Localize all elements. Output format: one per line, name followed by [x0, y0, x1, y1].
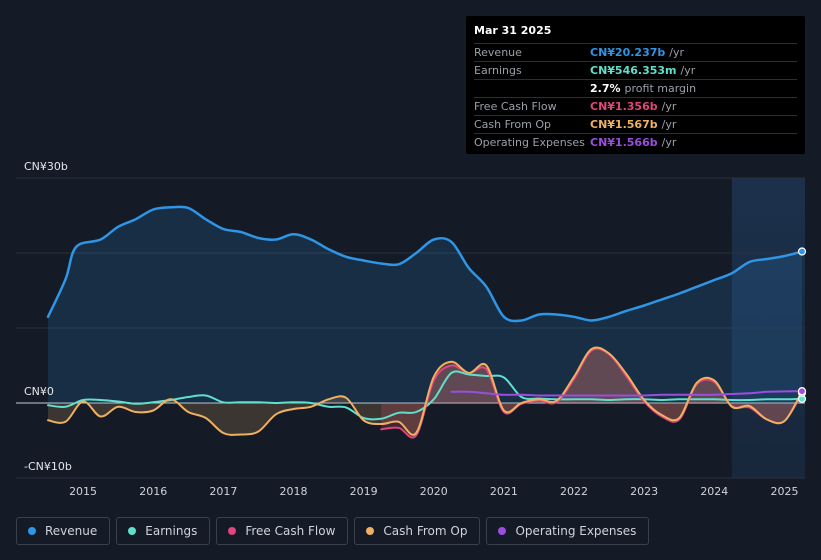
- tooltip-unit: /yr: [680, 64, 696, 77]
- tooltip-unit: /yr: [661, 136, 677, 149]
- tooltip-label: Free Cash Flow: [474, 100, 557, 113]
- x-tick-label: 2021: [490, 485, 518, 498]
- tooltip-value: CN¥1.356b: [590, 100, 658, 113]
- legend-label: Earnings: [145, 524, 198, 538]
- x-tick-label: 2024: [700, 485, 728, 498]
- x-tick-label: 2015: [69, 485, 97, 498]
- tooltip-value: CN¥1.567b: [590, 118, 658, 131]
- profit-margin-value: 2.7%: [590, 82, 621, 95]
- legend-label: Free Cash Flow: [245, 524, 336, 538]
- revenue-line: [46, 205, 804, 323]
- tooltip-row-cash-from-op: Cash From Op CN¥1.567b /yr: [474, 115, 797, 133]
- tooltip-value: CN¥546.353m: [590, 64, 677, 77]
- cash-from-op-area: [48, 347, 802, 435]
- x-tick-label: 2017: [209, 485, 237, 498]
- x-tick-label: 2020: [420, 485, 448, 498]
- x-tick-label: 2018: [279, 485, 307, 498]
- y-tick-label: CN¥30b: [24, 160, 68, 173]
- y-tick-label: CN¥0: [24, 385, 54, 398]
- tooltip-label: Earnings: [474, 64, 522, 77]
- legend-item-revenue[interactable]: Revenue: [16, 517, 111, 545]
- tooltip-unit: /yr: [669, 46, 685, 59]
- x-tick-label: 2025: [770, 485, 798, 498]
- tooltip-row-free-cash-flow: Free Cash Flow CN¥1.356b /yr: [474, 97, 797, 115]
- profit-margin-label: profit margin: [624, 82, 697, 95]
- x-tick-label: 2016: [139, 485, 167, 498]
- legend-dot-icon: [498, 527, 507, 535]
- chart-legend: Revenue Earnings Free Cash Flow Cash Fro…: [16, 517, 650, 545]
- legend-label: Revenue: [45, 524, 98, 538]
- legend-label: Operating Expenses: [515, 524, 637, 538]
- operating-expenses-line: [450, 390, 803, 397]
- x-tick-label: 2022: [560, 485, 588, 498]
- legend-item-operating-expenses[interactable]: Operating Expenses: [486, 517, 650, 545]
- tooltip-label: Cash From Op: [474, 118, 552, 131]
- revenue-point: [797, 247, 807, 256]
- tooltip-unit: /yr: [661, 100, 677, 113]
- tooltip-value: CN¥20.237b: [590, 46, 666, 59]
- legend-dot-icon: [128, 527, 137, 535]
- tooltip-row-profit-margin: 2.7% profit margin: [474, 79, 797, 97]
- tooltip-panel: Mar 31 2025 Revenue CN¥20.237b /yr Earni…: [466, 16, 805, 154]
- tooltip-unit: /yr: [661, 118, 677, 131]
- tooltip-label: Revenue: [474, 46, 522, 59]
- tooltip-row-revenue: Revenue CN¥20.237b /yr: [474, 43, 797, 61]
- legend-item-free-cash-flow[interactable]: Free Cash Flow: [216, 517, 349, 545]
- revenue-area: [48, 206, 802, 403]
- tooltip-label: Operating Expenses: [474, 136, 585, 149]
- cash-from-op-line: [47, 346, 803, 436]
- legend-dot-icon: [28, 527, 36, 535]
- tooltip-value: CN¥1.566b: [590, 136, 658, 149]
- legend-dot-icon: [366, 527, 375, 535]
- tooltip-row-earnings: Earnings CN¥546.353m /yr: [474, 61, 797, 79]
- legend-dot-icon: [228, 527, 237, 535]
- legend-item-cash-from-op[interactable]: Cash From Op: [354, 517, 481, 545]
- operating-expenses-point: [797, 387, 807, 396]
- tooltip-row-operating-expenses: Operating Expenses CN¥1.566b /yr: [474, 133, 797, 151]
- legend-label: Cash From Op: [383, 524, 468, 538]
- legend-item-earnings[interactable]: Earnings: [116, 517, 211, 545]
- y-tick-label: -CN¥10b: [24, 460, 72, 473]
- x-tick-label: 2023: [630, 485, 658, 498]
- tooltip-date: Mar 31 2025: [474, 24, 552, 37]
- x-tick-label: 2019: [350, 485, 378, 498]
